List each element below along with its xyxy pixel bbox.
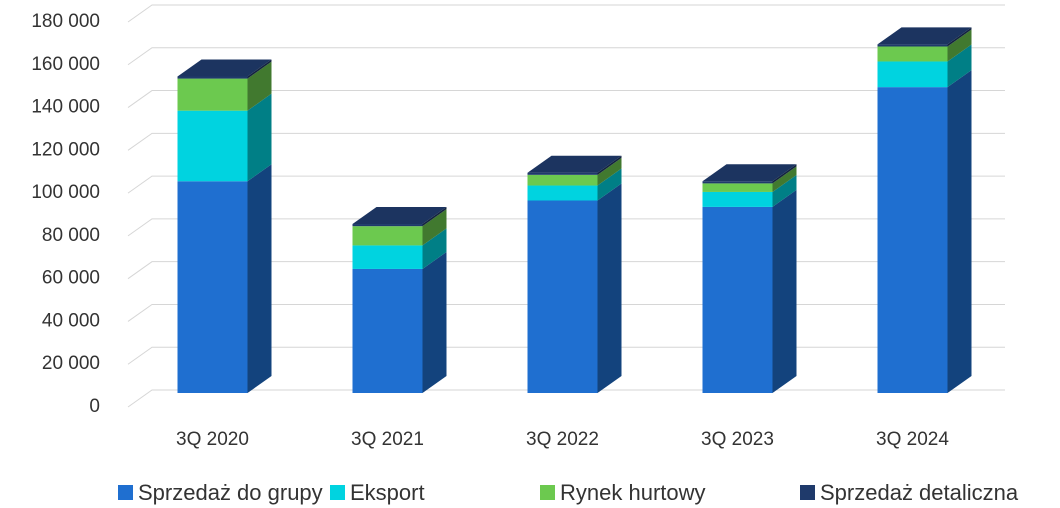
y-tick-label: 100 000 (31, 182, 100, 203)
bar (352, 268, 423, 393)
grid-line (127, 90, 1005, 108)
bar (177, 76, 248, 79)
bar (702, 191, 773, 207)
bar (702, 183, 773, 192)
bar (527, 200, 598, 393)
legend-label: Rynek hurtowy (560, 480, 706, 505)
x-tick-label: 3Q 2020 (176, 429, 249, 450)
bar (702, 206, 773, 393)
bar (177, 78, 248, 111)
bar-side (247, 61, 272, 111)
bar (177, 110, 248, 182)
bar-top (702, 164, 797, 182)
bar-side (247, 164, 272, 393)
bar (877, 61, 948, 88)
bar (527, 174, 598, 186)
y-tick-label: 160 000 (31, 54, 100, 75)
bar-side (772, 174, 797, 207)
grid-line (127, 47, 1005, 66)
y-tick-label: 180 000 (31, 11, 100, 32)
bar-top (877, 27, 972, 45)
bar-side (772, 164, 797, 184)
y-tick-label: 140 000 (31, 97, 100, 118)
grid-line (127, 132, 1005, 151)
bar (702, 181, 773, 184)
bar (527, 185, 598, 201)
bar (877, 87, 948, 393)
y-tick-label: 20 000 (42, 353, 100, 374)
x-tick-label: 3Q 2022 (526, 429, 599, 450)
legend-swatch (118, 485, 133, 500)
bar-side (947, 29, 972, 62)
bar (527, 172, 598, 175)
bar-side (597, 183, 622, 393)
bar-side (247, 93, 272, 182)
y-tick-label: 60 000 (42, 268, 100, 289)
x-tick-label: 3Q 2024 (876, 429, 949, 450)
x-tick-label: 3Q 2023 (701, 429, 774, 450)
bar-side (947, 70, 972, 393)
legend-swatch (800, 485, 815, 500)
bar-side (772, 189, 797, 393)
bar-side (947, 27, 972, 47)
y-tick-label: 80 000 (42, 225, 100, 246)
y-tick-label: 40 000 (42, 310, 100, 331)
legend-swatch (330, 485, 345, 500)
bar-side (597, 155, 622, 175)
bar (352, 226, 423, 246)
grid-line (127, 4, 1005, 23)
bar (352, 245, 423, 269)
bar-top (177, 59, 272, 77)
bar (352, 224, 423, 227)
bar-top (352, 207, 447, 225)
bar (177, 181, 248, 393)
bar-side (422, 209, 447, 246)
legend-label: Eksport (350, 480, 425, 505)
y-tick-label: 0 (89, 396, 100, 417)
legend-label: Sprzedaż do grupy (138, 480, 323, 505)
y-tick-label: 120 000 (31, 139, 100, 160)
bar-side (422, 251, 447, 393)
bar-side (422, 207, 447, 227)
bar-side (597, 168, 622, 201)
bar-side (247, 59, 272, 79)
bar-side (597, 157, 622, 186)
bar (877, 44, 948, 47)
bar-side (947, 44, 972, 88)
bar-side (422, 228, 447, 269)
bar-top (527, 155, 622, 173)
legend-swatch (540, 485, 555, 500)
x-tick-label: 3Q 2021 (351, 429, 424, 450)
bar (877, 46, 948, 62)
legend-label: Sprzedaż detaliczna (820, 480, 1019, 505)
bar-side (772, 166, 797, 192)
